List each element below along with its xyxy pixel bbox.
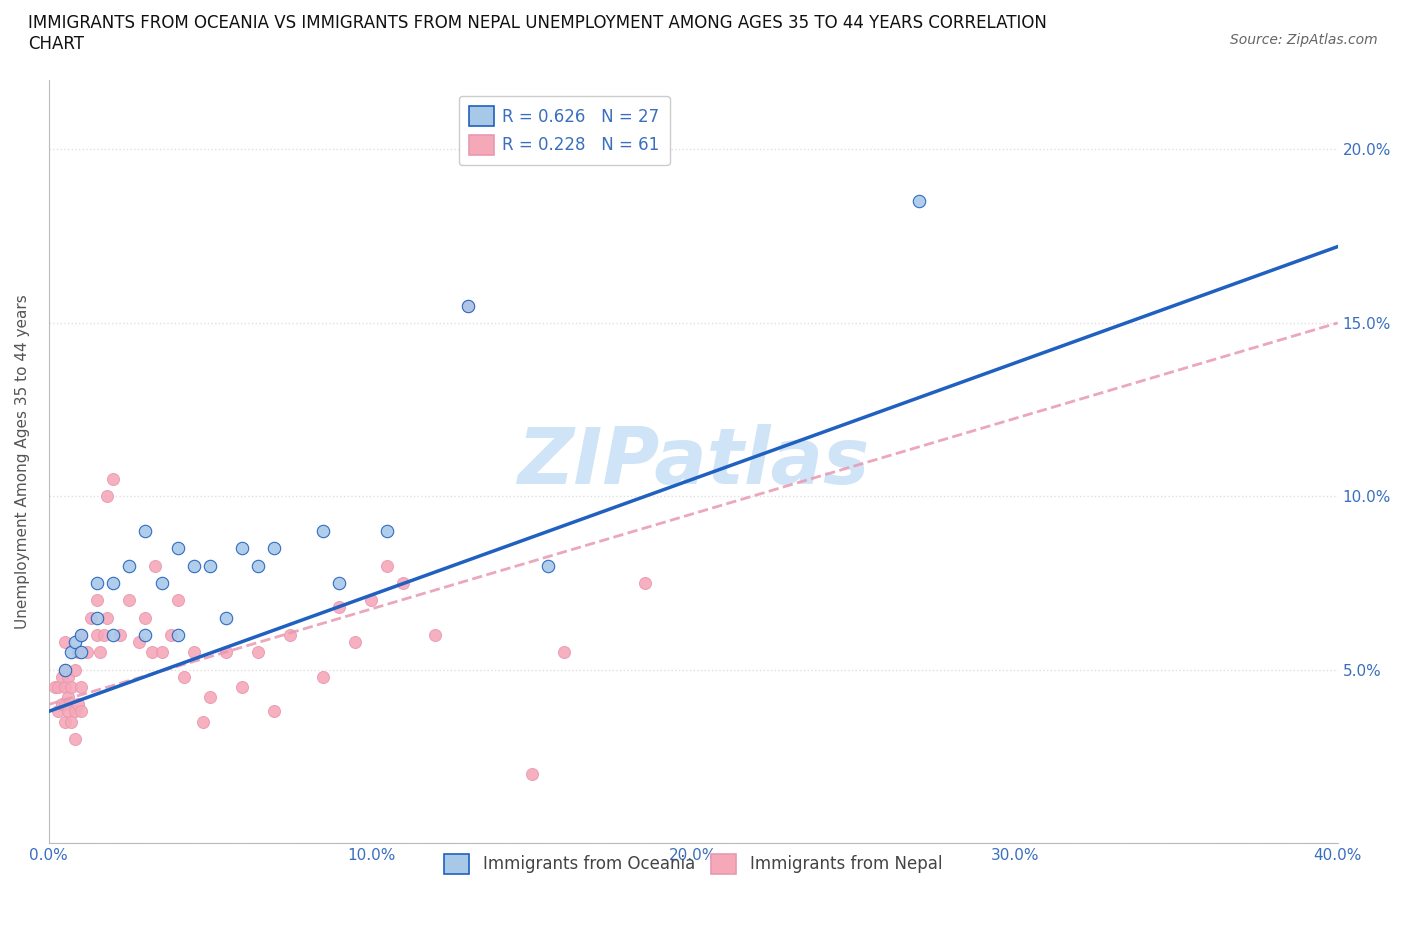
Point: [134, 610, 156, 625]
Point: [53, 662, 76, 677]
Point: [215, 645, 238, 660]
Point: [53, 697, 76, 711]
Point: [86, 610, 108, 625]
Point: [328, 600, 350, 615]
Point: [425, 628, 447, 643]
Point: [86, 576, 108, 591]
Point: [263, 541, 285, 556]
Point: [134, 628, 156, 643]
Point: [908, 194, 931, 209]
Point: [118, 558, 141, 573]
Point: [166, 593, 188, 608]
Point: [231, 680, 253, 695]
Point: [198, 690, 221, 705]
Point: [231, 541, 253, 556]
Point: [66, 645, 89, 660]
Point: [53, 634, 76, 649]
Point: [520, 766, 543, 781]
Point: [247, 645, 270, 660]
Point: [56, 704, 79, 719]
Point: [96, 610, 118, 625]
Point: [60, 714, 83, 729]
Point: [141, 645, 163, 660]
Point: [53, 662, 76, 677]
Point: [247, 558, 270, 573]
Legend: Immigrants from Oceania, Immigrants from Nepal: Immigrants from Oceania, Immigrants from…: [437, 847, 949, 881]
Point: [215, 610, 238, 625]
Point: [537, 558, 560, 573]
Text: ZIPatlas: ZIPatlas: [517, 424, 869, 499]
Text: IMMIGRANTS FROM OCEANIA VS IMMIGRANTS FROM NEPAL UNEMPLOYMENT AMONG AGES 35 TO 4: IMMIGRANTS FROM OCEANIA VS IMMIGRANTS FR…: [28, 14, 1047, 53]
Text: Source: ZipAtlas.com: Source: ZipAtlas.com: [1230, 33, 1378, 46]
Point: [166, 628, 188, 643]
Point: [183, 558, 205, 573]
Point: [392, 576, 415, 591]
Point: [173, 670, 195, 684]
Point: [150, 645, 173, 660]
Point: [70, 704, 93, 719]
Point: [70, 645, 93, 660]
Point: [375, 558, 398, 573]
Point: [53, 680, 76, 695]
Point: [60, 645, 83, 660]
Point: [193, 714, 215, 729]
Point: [311, 670, 333, 684]
Point: [360, 593, 382, 608]
Point: [457, 299, 479, 313]
Y-axis label: Unemployment Among Ages 35 to 44 years: Unemployment Among Ages 35 to 44 years: [15, 294, 30, 629]
Point: [103, 472, 125, 486]
Point: [63, 634, 86, 649]
Point: [553, 645, 575, 660]
Point: [150, 576, 173, 591]
Point: [48, 680, 70, 695]
Point: [89, 645, 111, 660]
Point: [63, 732, 86, 747]
Point: [280, 628, 302, 643]
Point: [48, 704, 70, 719]
Point: [128, 634, 150, 649]
Point: [86, 628, 108, 643]
Point: [96, 489, 118, 504]
Point: [66, 697, 89, 711]
Point: [103, 628, 125, 643]
Point: [51, 670, 73, 684]
Point: [60, 680, 83, 695]
Point: [311, 524, 333, 538]
Point: [86, 593, 108, 608]
Point: [70, 628, 93, 643]
Point: [44, 680, 66, 695]
Point: [56, 670, 79, 684]
Point: [103, 576, 125, 591]
Point: [70, 628, 93, 643]
Point: [63, 704, 86, 719]
Point: [93, 628, 115, 643]
Point: [375, 524, 398, 538]
Point: [79, 610, 101, 625]
Point: [263, 704, 285, 719]
Point: [56, 690, 79, 705]
Point: [108, 628, 131, 643]
Point: [143, 558, 166, 573]
Point: [70, 680, 93, 695]
Point: [328, 576, 350, 591]
Point: [53, 714, 76, 729]
Point: [634, 576, 657, 591]
Point: [343, 634, 366, 649]
Point: [183, 645, 205, 660]
Point: [118, 593, 141, 608]
Point: [63, 662, 86, 677]
Point: [76, 645, 98, 660]
Point: [198, 558, 221, 573]
Point: [134, 524, 156, 538]
Point: [166, 541, 188, 556]
Point: [160, 628, 183, 643]
Point: [457, 299, 479, 313]
Point: [51, 697, 73, 711]
